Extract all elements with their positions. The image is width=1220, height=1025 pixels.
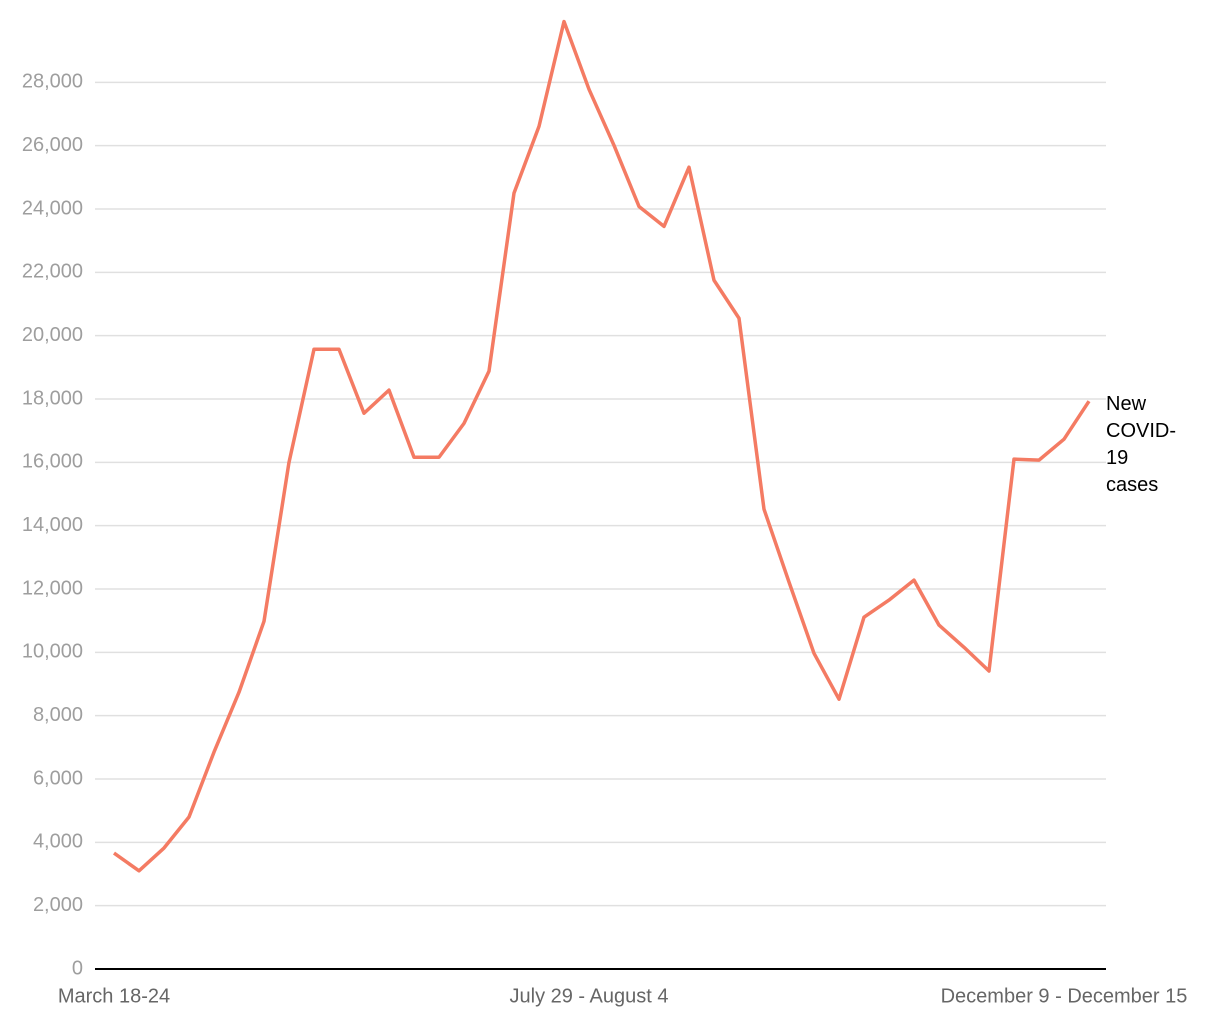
series-label: New COVID-19 cases: [1106, 393, 1176, 497]
x-tick-label: March 18-24: [58, 985, 170, 1007]
y-tick-label: 20,000: [22, 324, 83, 346]
y-tick-label: 6,000: [33, 767, 83, 789]
x-tick-label: December 9 - December 15: [941, 985, 1188, 1007]
y-tick-label: 14,000: [22, 514, 83, 536]
y-tick-label: 4,000: [33, 831, 83, 853]
y-tick-label: 28,000: [22, 71, 83, 93]
y-tick-label: 12,000: [22, 577, 83, 599]
y-tick-label: 0: [72, 957, 83, 979]
y-tick-label: 16,000: [22, 451, 83, 473]
y-tick-label: 8,000: [33, 704, 83, 726]
y-tick-label: 22,000: [22, 261, 83, 283]
y-tick-label: 24,000: [22, 197, 83, 219]
y-tick-label: 10,000: [22, 641, 83, 663]
x-tick-label: July 29 - August 4: [510, 985, 669, 1007]
y-tick-label: 18,000: [22, 387, 83, 409]
data-line: [112, 19, 1091, 873]
y-tick-label: 2,000: [33, 894, 83, 916]
y-tick-label: 26,000: [22, 134, 83, 156]
